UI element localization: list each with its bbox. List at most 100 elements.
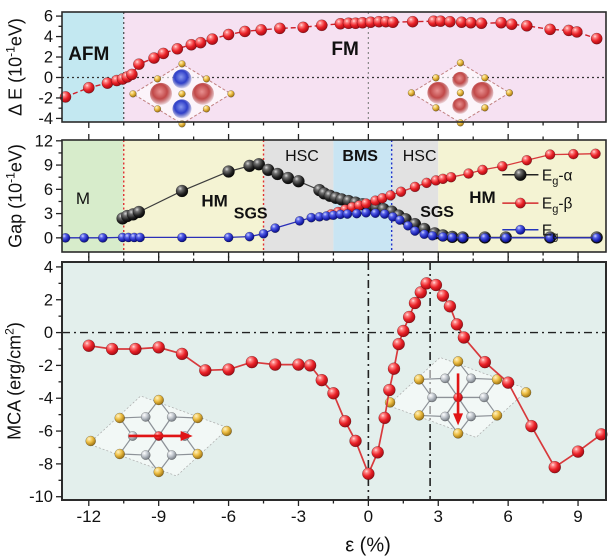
data-point-Eg-beta (590, 148, 601, 159)
data-point-delta-E (171, 42, 184, 55)
x-title-text: ε (%) (345, 534, 391, 557)
sulfur-atom (505, 89, 514, 97)
legend-label: Eg-β (542, 196, 573, 216)
y-tick-label: 2 (44, 291, 53, 309)
y-axis-title-delta-e: Δ E (10-1eV) (4, 18, 27, 116)
data-point-delta-E (273, 22, 286, 35)
sulfur-atom (221, 425, 232, 437)
axis-ticks (56, 134, 579, 258)
data-point-delta-E (297, 21, 309, 34)
data-point-MCA (457, 331, 471, 344)
data-point-Eg (379, 209, 390, 219)
sulfur-atom (178, 60, 186, 68)
data-point-MCA (429, 278, 443, 292)
data-point-delta-E (255, 24, 268, 36)
data-point-MCA (82, 339, 96, 352)
metal-atom (466, 411, 476, 422)
y-title-text: ) (4, 322, 25, 329)
data-point-MCA (152, 341, 165, 354)
legend-entry: Eg-β (502, 196, 573, 216)
sulfur-atom (456, 119, 465, 127)
data-point-delta-E (126, 68, 138, 81)
metal-atom (140, 412, 151, 422)
spin-up-density-lobe (149, 82, 172, 105)
region-label-HSC: HSC (285, 148, 319, 165)
sulfur-atom (202, 105, 211, 113)
data-point-Eg (410, 226, 420, 236)
data-point-Eg-alpha (132, 205, 146, 219)
sulfur-atom (491, 410, 503, 421)
data-point-MCA (443, 300, 457, 313)
y-tick-label: 12 (35, 132, 53, 150)
data-point-Eg-beta (360, 198, 372, 209)
legend-entry: Eg-α (502, 167, 573, 187)
legend-marker (514, 197, 526, 209)
sulfur-atom (202, 75, 211, 83)
legend-label: Eg-α (542, 167, 573, 187)
x-tick-label: -12 (77, 507, 102, 526)
y-tick-label: -4 (38, 390, 53, 408)
sulfur-atom (456, 89, 465, 97)
data-point-Eg (342, 209, 353, 219)
data-point-Eg (438, 232, 448, 242)
magnetization-arrowhead (180, 430, 193, 441)
data-point-Eg (351, 208, 362, 219)
spin-up-density-lobe (191, 82, 214, 105)
panel-delta-E: AFM FM -4 -2 0 2 4 6 (38, 8, 607, 128)
sulfur-atom (227, 90, 235, 98)
metal-atom (440, 373, 450, 384)
y-title-sup: 2 (2, 328, 17, 335)
data-point-MCA (595, 428, 608, 441)
data-point-MCA (397, 324, 410, 338)
metal-atom (466, 373, 476, 384)
x-tick-label: 9 (573, 507, 582, 526)
spin-up-density-lobe (452, 71, 469, 88)
sulfur-atom (192, 412, 203, 424)
sulfur-atom (491, 374, 503, 385)
data-point-MCA (378, 411, 391, 425)
data-point-Eg (427, 230, 438, 241)
y-tick-label: 6 (44, 181, 53, 199)
sulfur-atom (178, 90, 186, 98)
lattice-inplane-magnetization-inset (85, 394, 232, 478)
metal-atom (166, 412, 177, 422)
data-point-Eg-beta (521, 154, 533, 166)
y-title-text: eV) (5, 144, 26, 173)
sulfur-atom (481, 74, 489, 82)
data-point-delta-E (157, 47, 170, 60)
y-title-text: MCA (erg/cm (4, 334, 25, 440)
data-point-Eg-beta (477, 164, 488, 176)
sulfur-atom (413, 410, 425, 421)
y-tick-label: -4 (38, 110, 53, 128)
data-point-delta-E (194, 36, 207, 49)
spin-up-density-lobe (427, 81, 450, 104)
lattice-perpendicular-magnetization-inset (384, 356, 532, 439)
sulfur-atom (407, 89, 416, 97)
x-tick-label: -3 (291, 507, 306, 526)
metal-atom (427, 392, 437, 403)
y-tick-label: 2 (44, 49, 53, 67)
y-tick-label: 0 (44, 324, 53, 342)
data-point-Eg (457, 232, 468, 243)
data-point-Eg (79, 232, 89, 243)
y-title-text: Gap (10 (5, 182, 26, 248)
data-point-Eg-beta (409, 181, 421, 193)
fm-spin-density-inset (407, 59, 514, 127)
data-point-Eg-beta (445, 171, 457, 183)
panel-gap: M HM HSC BMS HSC HM SGS SGS Eg-α Eg-β Eg 0 3 6 9 12 (35, 132, 607, 258)
sulfur-atom (153, 394, 164, 406)
data-point-Eg (480, 232, 490, 243)
data-point-delta-E (571, 26, 583, 38)
data-point-MCA (525, 419, 538, 433)
metal-atom (166, 450, 177, 460)
data-point-delta-E (544, 23, 556, 36)
panel-mca: -10 -8 -6 -4 -2 0 2 4 -12 -9 -6 -3 0 3 6 9 (29, 256, 608, 526)
data-point-MCA (387, 362, 401, 375)
data-point-Eg-beta (421, 177, 432, 189)
region-label-BMS: BMS (342, 148, 378, 165)
axis-ticks (56, 15, 579, 128)
sulfur-atom (456, 59, 465, 67)
sulfur-atom (192, 448, 203, 460)
spin-down-density-lobe (172, 69, 192, 89)
